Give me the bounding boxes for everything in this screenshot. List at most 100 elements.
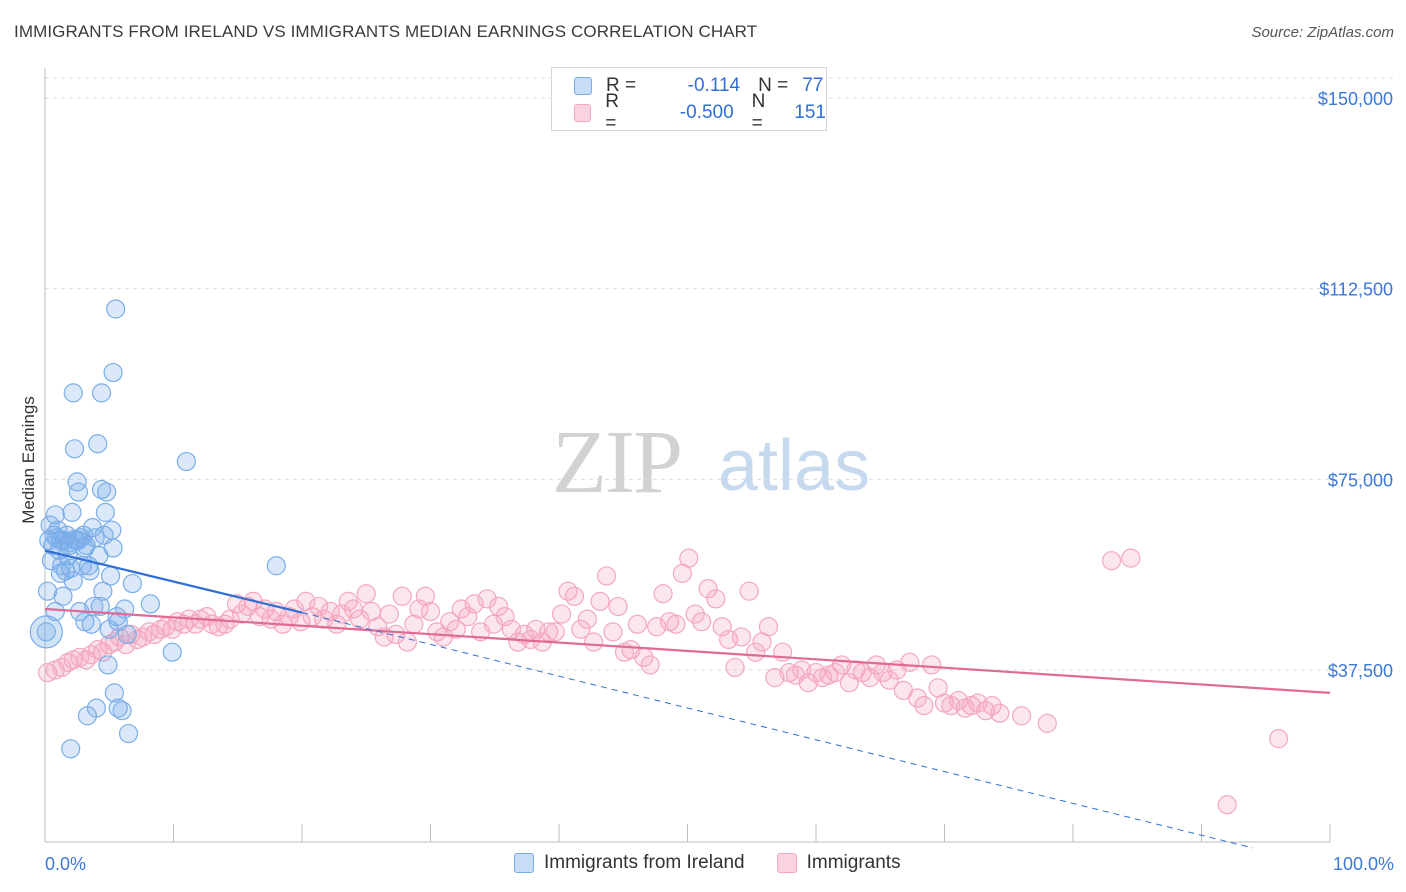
point-immigrants — [627, 614, 647, 634]
point-immigrants — [596, 566, 617, 586]
legend-row-ireland: R = -0.114 N = 77 — [574, 74, 823, 98]
point-immigrants — [949, 690, 969, 711]
point-immigrants — [914, 695, 934, 716]
point-immigrants — [907, 688, 928, 708]
point-ireland — [98, 655, 118, 675]
point-immigrants — [640, 655, 660, 675]
point-immigrants — [577, 609, 597, 629]
point-immigrants — [133, 627, 153, 647]
series-legend-item-ireland[interactable]: Immigrants from Ireland — [514, 852, 745, 874]
point-immigrants — [1268, 729, 1289, 749]
point-immigrants — [1101, 551, 1122, 571]
legend-n-value: 77 — [802, 75, 824, 96]
point-immigrants — [968, 693, 988, 713]
point-immigrants — [81, 645, 101, 665]
point-ireland — [118, 723, 139, 744]
point-ireland — [54, 530, 74, 550]
point-ireland — [36, 622, 56, 642]
point-immigrants — [685, 604, 705, 624]
point-immigrants — [483, 614, 504, 634]
legend-r-value: -0.114 — [687, 75, 741, 96]
series-label-immigrants: Immigrants — [806, 852, 901, 873]
point-immigrants — [446, 619, 466, 639]
point-immigrants — [37, 662, 58, 683]
y-axis-label: Median Earnings — [19, 396, 38, 524]
legend-row-immigrants: R = -0.500 N = 151 — [574, 91, 826, 134]
point-ireland — [37, 581, 58, 601]
point-immigrants — [558, 581, 578, 601]
point-immigrants — [151, 619, 171, 639]
point-ireland — [91, 479, 112, 500]
point-immigrants — [489, 596, 509, 617]
point-immigrants — [692, 612, 712, 632]
point-ireland — [95, 502, 115, 522]
point-immigrants — [900, 652, 920, 672]
point-ireland — [100, 566, 121, 586]
scatter-points — [29, 299, 1289, 815]
legend-n-value: 151 — [794, 102, 826, 123]
x-tick-label-max: 100.0% — [1333, 854, 1394, 874]
legend-r-value: -0.500 — [679, 102, 734, 123]
point-immigrants — [758, 617, 779, 637]
point-immigrants — [739, 581, 759, 601]
point-immigrants — [1037, 713, 1057, 733]
point-ireland — [162, 642, 182, 662]
point-immigrants — [88, 640, 108, 660]
point-immigrants — [879, 670, 899, 690]
point-immigrants — [52, 657, 72, 678]
legend-swatch-ireland — [574, 77, 592, 95]
point-immigrants — [397, 632, 417, 652]
point-immigrants — [571, 619, 591, 639]
point-immigrants — [1011, 706, 1032, 726]
axis-labels: $150,000 $112,500 $75,000 $37,500 0.0% 100.0%… — [19, 89, 1394, 874]
source-label: Source: ZipAtlas.com — [1251, 24, 1394, 41]
series-label-ireland: Immigrants from Ireland — [544, 852, 745, 873]
point-immigrants — [765, 668, 785, 688]
series-legend-item-immigrants[interactable]: Immigrants — [776, 852, 901, 874]
point-ireland — [81, 614, 101, 634]
point-ireland — [63, 383, 83, 403]
point-ireland — [103, 362, 123, 383]
point-immigrants — [679, 548, 699, 568]
point-immigrants — [116, 634, 136, 655]
point-ireland — [61, 739, 81, 759]
trend-line-ireland-extension — [301, 612, 1254, 849]
point-immigrants — [976, 701, 996, 721]
point-immigrants — [386, 624, 406, 645]
point-ireland — [68, 482, 89, 502]
trend-line-ireland — [44, 549, 303, 614]
point-immigrants — [420, 601, 441, 622]
stats-legend: R = -0.114 N = 77 R = -0.500 N = 151 — [551, 67, 827, 134]
point-ireland — [122, 573, 142, 594]
point-immigrants — [144, 624, 164, 645]
point-ireland — [45, 505, 65, 525]
point-immigrants — [825, 662, 845, 683]
point-ireland — [108, 698, 128, 718]
point-immigrants — [226, 594, 247, 614]
point-ireland — [104, 683, 124, 703]
point-immigrants — [982, 695, 1002, 716]
series-swatch-ireland — [514, 853, 534, 873]
point-immigrants — [415, 586, 435, 606]
point-immigrants — [922, 655, 942, 675]
axes — [44, 68, 1331, 843]
chart-title: IMMIGRANTS FROM IRELAND VS IMMIGRANTS ME… — [14, 22, 758, 41]
y-tick-label: $150,000 — [1318, 89, 1393, 109]
watermark-atlas: atlas — [718, 426, 870, 506]
point-immigrants — [653, 584, 673, 604]
point-ireland — [103, 538, 123, 558]
point-ireland — [106, 299, 126, 319]
point-ireland — [90, 596, 110, 617]
point-ireland — [86, 698, 107, 718]
legend-n-label: N = — [758, 75, 789, 96]
point-immigrants — [603, 622, 623, 642]
point-immigrants — [309, 596, 329, 617]
point-immigrants — [584, 632, 604, 652]
point-immigrants — [99, 634, 119, 655]
point-ireland — [64, 529, 85, 549]
legend-swatch-immigrants — [574, 104, 592, 122]
point-ireland — [88, 434, 108, 454]
point-immigrants — [608, 596, 628, 617]
point-ireland — [59, 533, 80, 553]
